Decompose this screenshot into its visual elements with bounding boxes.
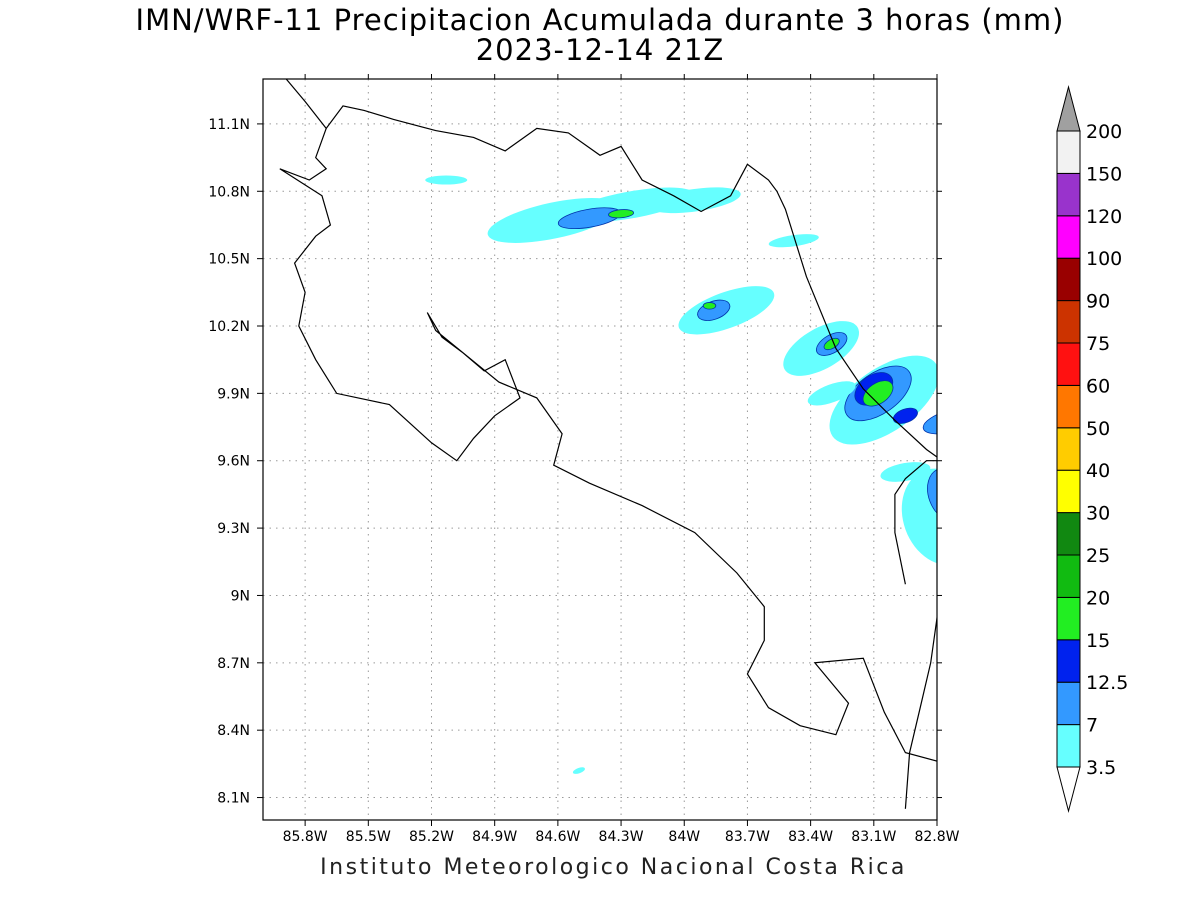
colorbar-swatch	[1056, 384, 1081, 429]
precip-cell	[944, 412, 971, 429]
lon-tick-label: 83.4W	[788, 829, 833, 845]
colorbar-level-label: 12.5	[1086, 672, 1128, 694]
precip-cell	[572, 767, 585, 774]
lat-tick-label: 9.3N	[217, 521, 250, 537]
lon-tick-label: 84.9W	[472, 829, 517, 845]
colorbar-swatch	[1056, 130, 1081, 174]
lat-tick-label: 10.5N	[208, 252, 250, 268]
colorbar-level-label: 75	[1086, 333, 1110, 355]
lat-tick-label: 11.1N	[208, 117, 250, 133]
map-frame	[262, 78, 938, 821]
lon-tick-label: 84.3W	[599, 829, 644, 845]
colorbar-level-label: 40	[1086, 460, 1110, 482]
coastline	[904, 613, 937, 809]
lon-tick-label: 82.8W	[914, 829, 959, 845]
colorbar-swatch	[1056, 469, 1081, 514]
colorbar-swatch	[1056, 554, 1081, 598]
lat-tick-label: 8.7N	[217, 656, 250, 672]
precip-cell	[823, 337, 840, 351]
colorbar-level-label: 60	[1086, 375, 1110, 397]
colorbar: 3.5 7 12.5 15 20 25 30 40 50 60 75 90 100 120 150 200	[1056, 85, 1128, 813]
map-subtitle-datetime: 2023-12-14 21Z	[475, 33, 725, 67]
colorbar-level-label: 25	[1086, 545, 1110, 567]
lat-tick-label: 9.6N	[217, 454, 250, 470]
lon-tick-label: 85.5W	[346, 829, 391, 845]
colorbar-level-label: 90	[1086, 291, 1110, 313]
colorbar-swatch	[1056, 257, 1081, 302]
precip-cell	[922, 406, 937, 435]
colorbar-swatch	[1056, 596, 1081, 641]
precip-cell	[807, 381, 856, 406]
colorbar-swatch	[1056, 342, 1081, 386]
lat-tick-label: 10.8N	[208, 184, 250, 200]
map-title: IMN/WRF-11 Precipitacion Acumulada duran…	[135, 3, 1065, 37]
colorbar-level-label: 30	[1086, 503, 1110, 525]
lat-tick-label: 9N	[231, 588, 250, 604]
lon-tick-label: 83.1W	[851, 829, 896, 845]
colorbar-over-arrow	[1056, 85, 1081, 132]
colorbar-swatch	[1056, 300, 1081, 344]
lat-tick-label: 8.1N	[217, 791, 250, 807]
colorbar-swatch	[1056, 512, 1081, 556]
axis-ticks: 85.8W 85.5W 85.2W 84.9W 84.6W 84.3W 84W 83.7W 83…	[208, 74, 960, 845]
colorbar-level-label: 15	[1086, 630, 1110, 652]
coastline	[285, 79, 937, 458]
credit-footer: Instituto Meteorologico Nacional Costa R…	[320, 855, 907, 880]
colorbar-swatch	[1056, 215, 1081, 259]
precip-cell	[702, 302, 717, 310]
precip-cell	[971, 618, 979, 627]
precip-cell	[648, 187, 741, 214]
colorbar-level-label: 3.5	[1086, 757, 1116, 779]
colorbar-swatch	[1056, 427, 1081, 471]
colorbar-swatch	[1056, 724, 1081, 768]
colorbar-level-label: 50	[1086, 418, 1110, 440]
map-background	[263, 79, 937, 820]
colorbar-level-label: 20	[1086, 587, 1110, 609]
precip-cell	[425, 175, 468, 185]
coastline-borders	[279, 79, 937, 809]
colorbar-level-label: 7	[1086, 715, 1098, 737]
precip-cell	[880, 462, 931, 482]
colorbar-swatch	[1056, 172, 1081, 217]
lon-tick-label: 84.6W	[535, 829, 580, 845]
precip-cell	[892, 407, 918, 424]
precip-cell	[956, 479, 969, 488]
precip-cell	[608, 209, 635, 219]
lat-tick-label: 8.4N	[217, 723, 250, 739]
colorbar-swatch	[1056, 681, 1081, 726]
lon-tick-label: 84W	[668, 829, 700, 845]
precip-cell	[927, 467, 937, 521]
coastline	[279, 128, 937, 762]
colorbar-level-label: 150	[1086, 163, 1122, 185]
precip-cell	[768, 234, 819, 248]
coastline	[894, 460, 937, 585]
lon-tick-label: 85.2W	[409, 829, 454, 845]
precipitation-field	[425, 175, 979, 774]
lon-tick-label: 85.8W	[283, 829, 328, 845]
colorbar-level-label: 200	[1086, 121, 1122, 143]
precip-cell	[862, 380, 894, 407]
precip-cell	[901, 468, 937, 566]
colorbar-level-label: 100	[1086, 248, 1122, 270]
colorbar-under-arrow	[1056, 766, 1081, 813]
colorbar-level-label: 120	[1086, 206, 1122, 228]
lon-tick-label: 83.7W	[725, 829, 770, 845]
lat-tick-label: 10.2N	[208, 319, 250, 335]
lat-tick-label: 9.9N	[217, 386, 250, 402]
colorbar-swatch	[1056, 639, 1081, 683]
